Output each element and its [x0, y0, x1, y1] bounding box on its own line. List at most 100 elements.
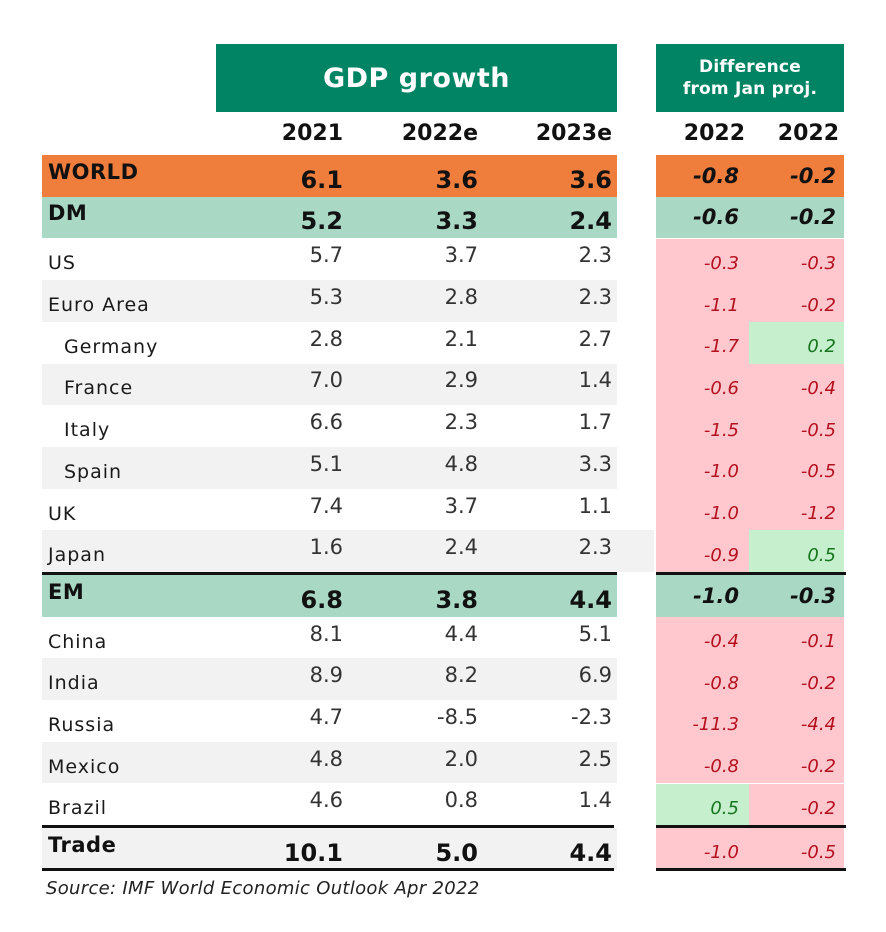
difference-title-line2: from Jan proj.: [682, 79, 818, 99]
difference-value: -0.2: [790, 163, 836, 188]
table-row: Japan 1.6 2.4 2.3: [42, 530, 654, 573]
table-row: Euro Area 5.3 2.8 2.3: [42, 280, 617, 322]
gdp-value-2023e: 1.4: [578, 368, 612, 393]
gdp-value-2021: 5.3: [309, 285, 343, 310]
row-label: WORLD: [48, 159, 139, 184]
gdp-value-2022e: 4.8: [444, 451, 478, 476]
gdp-value-2021: 4.8: [309, 746, 343, 771]
row-label: Trade: [48, 832, 117, 857]
difference-value: -0.2: [749, 783, 844, 826]
gdp-value-2022e: 2.3: [444, 410, 478, 435]
table-row: Spain 5.1 4.8 3.3: [42, 447, 617, 489]
difference-row: -0.8 -0.2: [656, 658, 844, 701]
difference-value: -0.8: [693, 163, 739, 188]
gdp-value-2021: 8.9: [309, 663, 343, 688]
gdp-value-2022e: 3.8: [435, 585, 478, 614]
gdp-value-2022e: 4.4: [444, 621, 478, 646]
divider-line: [656, 868, 846, 871]
table-row: UK 7.4 3.7 1.1: [42, 489, 617, 531]
year-header-2021: 2021: [281, 121, 343, 146]
difference-value: -1.0: [693, 583, 739, 608]
gdp-value-2023e: 3.6: [569, 165, 612, 194]
diff-year-header-1: 2022: [683, 121, 745, 146]
row-label: Brazil: [48, 797, 108, 820]
table-row: Trade 10.1 5.0 4.4: [42, 828, 617, 870]
table-row: Brazil 4.6 0.8 1.4: [42, 784, 617, 826]
difference-row: -1.1 -0.2: [656, 280, 844, 322]
gdp-value-2023e: 2.7: [578, 326, 612, 351]
source-note: Source: IMF World Economic Outlook Apr 2…: [46, 878, 480, 899]
row-label: Japan: [48, 544, 106, 567]
row-label: Spain: [64, 460, 123, 483]
difference-value: -0.3: [790, 583, 836, 608]
difference-value: -0.8: [656, 741, 749, 784]
difference-value: 0.2: [749, 321, 844, 364]
gdp-value-2021: 5.1: [309, 451, 343, 476]
row-label: UK: [48, 502, 77, 525]
gdp-value-2021: 5.2: [300, 207, 343, 236]
diff-year-header-2: 2022: [777, 121, 839, 146]
difference-value: -4.4: [749, 700, 844, 742]
gdp-value-2021: 6.6: [309, 410, 343, 435]
gdp-value-2021: 10.1: [283, 838, 343, 867]
difference-value: -0.5: [749, 447, 844, 489]
difference-value: 0.5: [656, 783, 749, 826]
gdp-value-2023e: -2.3: [571, 704, 612, 729]
table-row: China 8.1 4.4 5.1: [42, 617, 617, 659]
difference-row: -1.7 0.2: [656, 321, 844, 364]
difference-value: -0.5: [749, 405, 844, 447]
gdp-value-2023e: 6.9: [578, 663, 612, 688]
difference-value: -0.2: [749, 280, 844, 322]
gdp-value-2021: 8.1: [309, 621, 343, 646]
difference-value: 0.5: [749, 530, 844, 573]
gdp-value-2023e: 1.7: [578, 410, 612, 435]
gdp-value-2021: 1.6: [309, 535, 343, 560]
gdp-growth-title: GDP growth: [322, 62, 511, 94]
gdp-value-2022e: 2.4: [444, 535, 478, 560]
difference-value: -11.3: [656, 700, 749, 742]
difference-value: -1.7: [656, 321, 749, 364]
gdp-value-2022e: 2.9: [444, 368, 478, 393]
gdp-value-2023e: 1.1: [578, 493, 612, 518]
divider-line: [656, 572, 846, 575]
difference-value: -0.9: [656, 530, 749, 573]
difference-value: -0.2: [790, 205, 836, 230]
gdp-value-2021: 7.4: [309, 493, 343, 518]
table-row: Germany 2.8 2.1 2.7: [42, 322, 617, 364]
gdp-value-2021: 5.7: [309, 243, 343, 268]
row-label: India: [48, 672, 100, 695]
difference-row: -1.5 -0.5: [656, 405, 844, 447]
difference-row: -0.8 -0.2: [656, 741, 844, 784]
difference-row: -1.0 -0.3: [656, 575, 844, 617]
difference-row: -11.3 -4.4: [656, 700, 844, 742]
divider-line: [42, 868, 614, 871]
divider-line: [42, 572, 617, 575]
gdp-value-2023e: 4.4: [569, 585, 612, 614]
table-row: DM 5.2 3.3 2.4: [42, 196, 617, 239]
row-label: Mexico: [48, 755, 121, 778]
difference-value: -0.1: [749, 616, 844, 659]
gdp-value-2023e: 4.4: [569, 838, 612, 867]
gdp-value-2023e: 2.3: [578, 535, 612, 560]
difference-value: -0.2: [749, 741, 844, 784]
gdp-value-2021: 6.8: [300, 585, 343, 614]
difference-value: -1.0: [656, 488, 749, 531]
gdp-value-2023e: 2.4: [569, 207, 612, 236]
year-header-2022e: 2022e: [401, 121, 478, 146]
difference-header: Difference from Jan proj.: [656, 44, 844, 112]
gdp-value-2022e: 3.6: [435, 165, 478, 194]
difference-row: -1.0 -0.5: [656, 828, 844, 870]
gdp-value-2022e: -8.5: [437, 704, 478, 729]
table-row: US 5.7 3.7 2.3: [42, 239, 617, 281]
gdp-value-2023e: 2.3: [578, 243, 612, 268]
gdp-value-2021: 7.0: [309, 368, 343, 393]
gdp-value-2021: 4.6: [309, 788, 343, 813]
gdp-value-2023e: 1.4: [578, 788, 612, 813]
difference-value: -0.3: [656, 238, 749, 281]
difference-value: -0.2: [749, 658, 844, 701]
difference-row: -0.6 -0.2: [656, 196, 844, 239]
gdp-value-2022e: 0.8: [444, 788, 478, 813]
table-row: France 7.0 2.9 1.4: [42, 363, 617, 406]
gdp-value-2022e: 2.8: [444, 285, 478, 310]
year-header-2023e: 2023e: [535, 121, 612, 146]
